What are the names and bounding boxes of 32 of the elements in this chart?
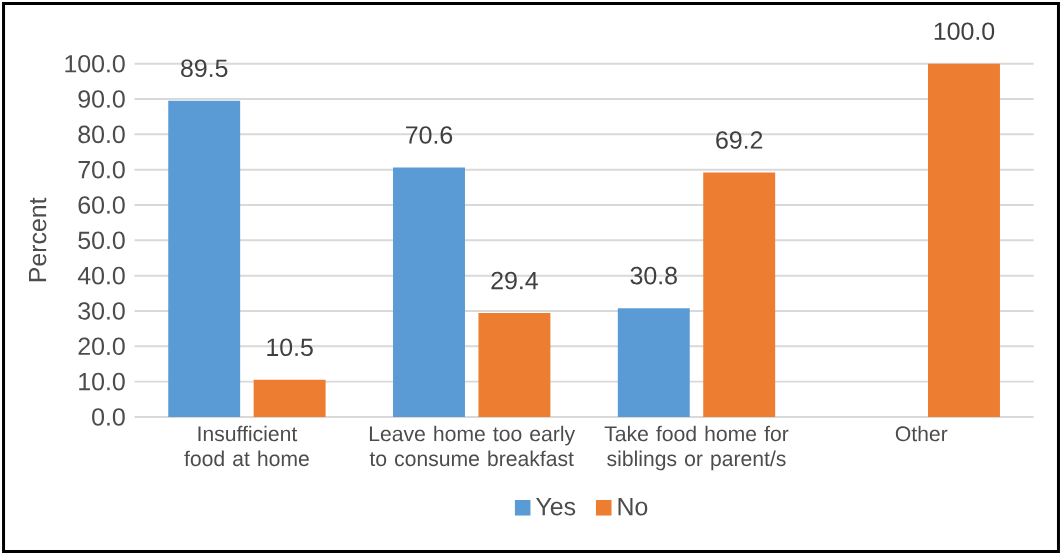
bar (617, 308, 690, 417)
y-tick-label: 10.0 (79, 372, 125, 391)
bar (393, 167, 465, 417)
y-tick-label: 30.0 (78, 302, 125, 320)
y-tick-label: 80.0 (78, 125, 125, 144)
x-tick-label: Take food home for siblings or parent/s (604, 425, 789, 471)
y-tick-label: 90.0 (78, 90, 125, 108)
data-label: 69.2 (716, 131, 763, 149)
bar (703, 172, 776, 417)
x-tick-label: Insufficient food at home (184, 425, 309, 467)
bar (168, 100, 241, 417)
data-label: 29.4 (491, 271, 538, 290)
y-tick-label: 70.0 (78, 160, 125, 179)
x-tick-label: Leave home too early to consume breakfast (369, 425, 576, 467)
data-label: 70.6 (406, 126, 453, 144)
data-label: 10.5 (267, 338, 313, 357)
data-label: 30.8 (630, 266, 677, 285)
y-tick-label: 60.0 (78, 196, 125, 214)
y-tick-label: 0.0 (92, 408, 125, 426)
y-tick-label: 40.0 (77, 266, 125, 285)
y-tick-label: 100.0 (65, 54, 125, 73)
legend-label: No (618, 498, 648, 516)
y-tick-label: 20.0 (78, 337, 125, 356)
y-tick-label: 50.0 (78, 231, 125, 250)
y-axis-title: Percent (29, 197, 47, 282)
bar (478, 313, 551, 417)
x-tick-label: Other (895, 425, 948, 442)
data-label: 89.5 (181, 59, 228, 78)
bar (928, 63, 1000, 417)
data-label: 100.0 (934, 22, 995, 40)
bar (253, 379, 326, 417)
legend-label: Yes (536, 498, 576, 516)
